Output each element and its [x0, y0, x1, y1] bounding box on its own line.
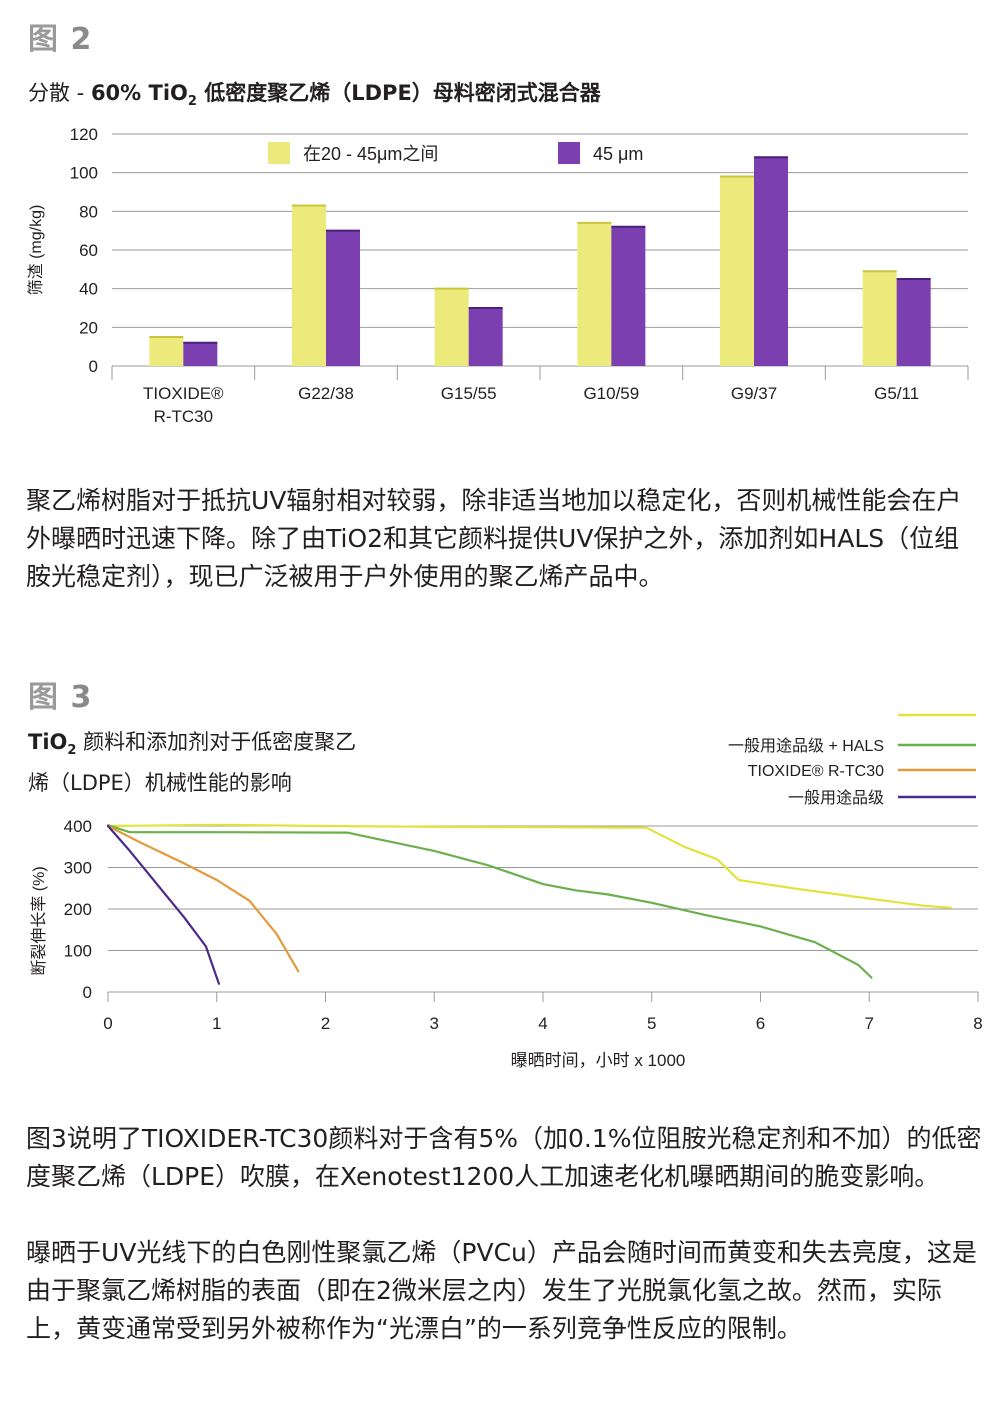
x-tick-label: G10/59	[583, 384, 639, 403]
series-line-3	[106, 824, 300, 973]
legend-label: 一般用途品级	[788, 789, 884, 807]
figure-2-title-a: 分散 -	[28, 81, 91, 105]
x-tick-label: 4	[538, 1014, 547, 1033]
y-tick-label: 40	[79, 280, 98, 299]
x-tick-label: G5/11	[874, 384, 919, 403]
y-tick-label: 100	[70, 164, 98, 183]
figure-3-label: 图 3	[28, 672, 92, 716]
y-tick-label: 0	[83, 983, 92, 1002]
figure-3-title-line-1-a: TiO	[28, 730, 68, 754]
bar-series-1	[149, 337, 184, 366]
figure-3-label-prefix: 图	[28, 680, 59, 715]
legend-label: 45 μm	[593, 144, 643, 164]
x-tick-label: 2	[321, 1014, 330, 1033]
bar-chart: 0 20 40 60 80 100 120 TIOXIDE® R-TC30 G22/38 G15/5…	[26, 125, 969, 426]
bar-series-1	[577, 222, 612, 366]
bar-series-2	[896, 279, 931, 366]
y-tick-label: 60	[79, 241, 98, 260]
x-tick-label: G22/38	[298, 384, 354, 403]
y-tick-label: 120	[70, 125, 98, 144]
y-tick-label: 400	[64, 817, 92, 836]
series-line-4	[106, 824, 220, 985]
figure-2-title: 分散 - 60% TiO2 低密度聚乙烯（LDPE）母料密闭式混合器	[28, 77, 601, 118]
legend-label: 在20 - 45μm之间	[303, 144, 438, 164]
bar-series-2	[183, 342, 218, 366]
x-tick-label: TIOXIDE®	[143, 384, 224, 403]
x-tick-label: G9/37	[731, 384, 777, 403]
figure-2-label: 图 2	[28, 14, 92, 58]
bar-series-2	[611, 226, 646, 366]
y-tick-label: 0	[89, 357, 98, 376]
figure-2-label-number: 2	[70, 22, 93, 57]
figure-2-title-c: 低密度聚乙烯（LDPE）母料密闭式混合器	[196, 81, 601, 105]
y-tick-label: 100	[64, 942, 92, 961]
legend-label: TIOXIDE® R-TC30	[748, 763, 884, 780]
x-tick-label: G15/55	[441, 384, 497, 403]
x-tick-label: 8	[973, 1014, 982, 1033]
x-tick-label: 0	[103, 1014, 112, 1033]
x-tick-label: R-TC30	[154, 407, 214, 426]
x-tick-label: 1	[212, 1014, 221, 1033]
figure-3-title-line-2: 烯（LDPE）机械性能的影响	[28, 771, 292, 796]
figure-2-label-prefix: 图	[28, 22, 59, 57]
bar-series-1	[720, 176, 754, 366]
paragraph-2: 图3说明了TIOXIDER-TC30颜料对于含有5%（加0.1%位阻胺光稳定剂和…	[26, 1124, 982, 1191]
bar-series-1	[862, 271, 897, 366]
x-axis-label: 曝晒时间，小时 x 1000	[511, 1051, 686, 1070]
bar-series-2	[754, 157, 788, 366]
y-tick-label: 200	[64, 900, 92, 919]
y-axis-label: 筛渣 (mg/kg)	[26, 205, 45, 296]
figure-3-title-line-1-sub: 2	[67, 743, 77, 759]
figure-3-title: TiO2 颜料和添加剂对于低密度聚乙 烯（LDPE）机械性能的影响	[28, 726, 356, 800]
figure-2-title-b: 60% TiO	[90, 81, 188, 105]
paragraph-1: 聚乙烯树脂对于抵抗UV辐射相对较弱，除非适当地加以稳定化，否则机械性能会在户外曝…	[26, 486, 962, 591]
bar-series-2	[326, 230, 360, 366]
figure-3-title-line-1-b: 颜料和添加剂对于低密度聚乙	[76, 730, 357, 754]
x-tick-label: 7	[865, 1014, 874, 1033]
x-tick-label: 6	[756, 1014, 765, 1033]
legend-swatch	[558, 142, 580, 164]
legend-swatch	[268, 142, 290, 164]
figure-2-title-sub: 2	[187, 94, 197, 110]
legend-label: 一般用途品级 + HALS	[728, 737, 884, 755]
bar-series-1	[292, 205, 326, 366]
bar-series-2	[468, 308, 503, 366]
figure-3-title-line-1: TiO2 颜料和添加剂对于低密度聚乙	[28, 726, 356, 767]
series-line-1	[106, 823, 952, 909]
paragraph-3: 曝晒于UV光线下的白色刚性聚氯乙烯（PVCu）产品会随时间而黄变和失去亮度，这是…	[26, 1238, 977, 1343]
x-tick-label: 5	[647, 1014, 656, 1033]
y-axis-label: 断裂伸长率 (%)	[30, 866, 48, 975]
series-line-2	[106, 824, 873, 979]
x-tick-label: 3	[430, 1014, 439, 1033]
figure-3-label-number: 3	[70, 680, 93, 715]
y-tick-label: 80	[79, 202, 98, 221]
bar-series-1	[434, 288, 469, 366]
y-tick-label: 20	[79, 318, 98, 337]
y-tick-label: 300	[64, 859, 92, 878]
line-chart: 0 100 200 300 400 0 1 2 3 4 5 6 7 8 曝晒时间，小时 x 1000 断裂伸长…	[30, 713, 983, 1070]
